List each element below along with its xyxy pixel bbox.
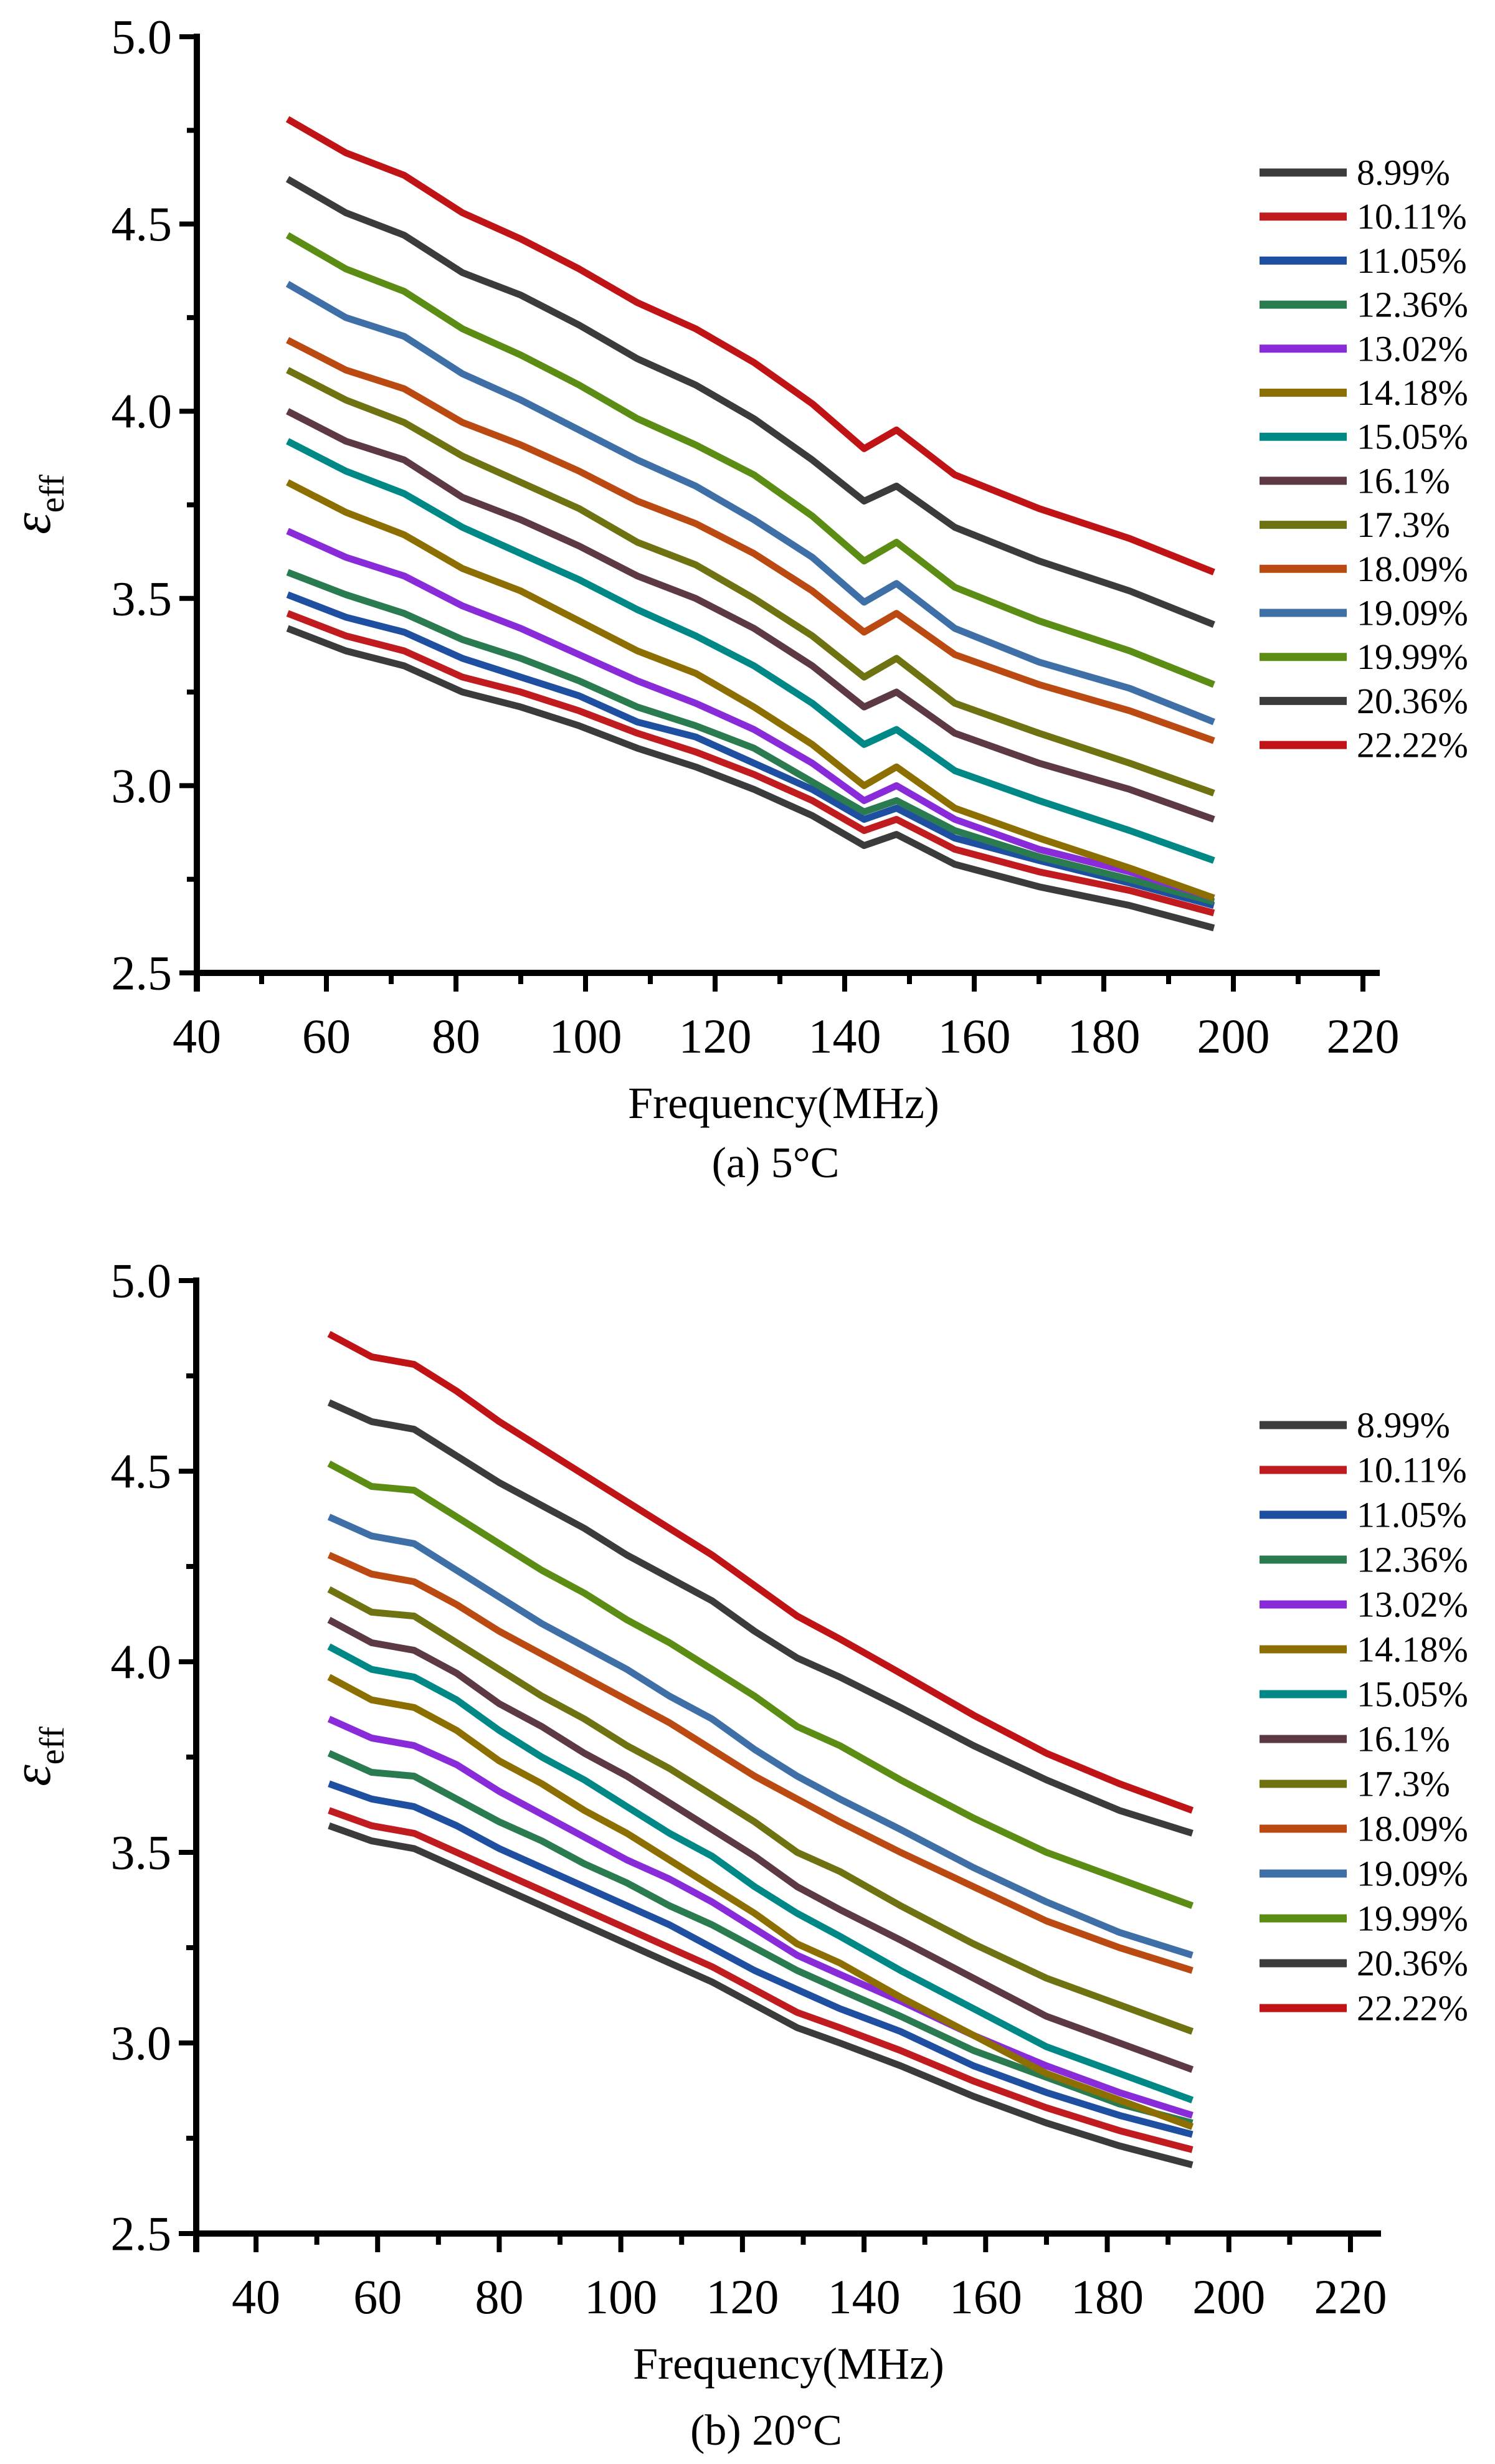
y-tick-label: 3.0	[111, 2016, 172, 2070]
x-tick-label: 140	[809, 1009, 881, 1063]
x-tick-label: 60	[353, 2270, 402, 2324]
x-tick-label: 180	[1071, 2270, 1144, 2324]
y-tick-label: 2.5	[112, 946, 173, 1000]
series-line-15.05%	[327, 1643, 1194, 2103]
legend-label-10.11%: 10.11%	[1357, 1450, 1467, 1490]
y-tick-label: 4.5	[111, 1444, 172, 1499]
y-tick-label: 2.5	[111, 2207, 172, 2261]
caption-b: (b) 20°C	[690, 2407, 842, 2455]
series-line-20.36%	[327, 1399, 1194, 1837]
legend-label-13.02%: 13.02%	[1357, 1585, 1468, 1625]
legend-label-19.99%: 19.99%	[1357, 1898, 1468, 1939]
legend-label-11.05%: 11.05%	[1357, 1495, 1467, 1535]
series-line-11.05%	[328, 1780, 1194, 2138]
legend-label-20.36%: 20.36%	[1357, 1943, 1468, 1984]
x-tick-label: 100	[584, 2270, 657, 2324]
series-line-12.36%	[286, 569, 1215, 906]
series-line-8.99%	[286, 625, 1215, 932]
y-axis-title-b: εeff	[2, 1727, 72, 1786]
series-line-22.22%	[327, 1330, 1194, 1814]
legend-label-10.11%: 10.11%	[1357, 196, 1467, 237]
series-line-19.99%	[285, 232, 1215, 688]
series-line-19.09%	[327, 1514, 1194, 1959]
legend-label-18.09%: 18.09%	[1357, 1809, 1468, 1849]
legend-label-14.18%: 14.18%	[1357, 1629, 1468, 1670]
legend-label-12.36%: 12.36%	[1357, 285, 1468, 325]
series-line-18.09%	[286, 337, 1215, 744]
series-line-17.3%	[327, 1586, 1194, 2035]
series-line-20.36%	[285, 176, 1215, 628]
legend-label-8.99%: 8.99%	[1357, 153, 1450, 193]
caption-a: (a) 5°C	[712, 1139, 840, 1187]
series-line-19.99%	[327, 1460, 1194, 1909]
x-axis-title-b: Frequency(MHz)	[633, 2339, 944, 2389]
chart-a-plot: 5.0 4.5 4.0 3.5 3.0 2.540 60 80 100 120 140 160 180 2…	[112, 10, 1468, 1064]
legend-label-19.09%: 19.09%	[1357, 593, 1468, 633]
series-line-10.11%	[286, 610, 1215, 917]
series-line-14.18%	[327, 1674, 1194, 2130]
y-tick-label: 4.5	[112, 197, 173, 251]
series-line-18.09%	[327, 1552, 1194, 1974]
legend-label-19.99%: 19.99%	[1357, 637, 1468, 677]
x-tick-label: 200	[1192, 2270, 1265, 2324]
y-tick-label: 5.0	[112, 10, 173, 64]
x-tick-label: 120	[679, 1009, 752, 1063]
series-line-19.09%	[285, 281, 1215, 726]
x-tick-label: 160	[949, 2270, 1022, 2324]
series-line-17.3%	[286, 367, 1215, 797]
x-tick-label: 120	[706, 2270, 779, 2324]
series-line-16.1%	[286, 408, 1215, 823]
legend-label-15.05%: 15.05%	[1357, 417, 1468, 457]
series-line-8.99%	[328, 1822, 1194, 2169]
y-tick-label: 3.5	[112, 571, 173, 625]
x-axis-title-a: Frequency(MHz)	[628, 1078, 939, 1128]
legend-label-15.05%: 15.05%	[1357, 1674, 1468, 1715]
legend-label-16.1%: 16.1%	[1357, 1719, 1450, 1760]
series-line-13.02%	[286, 528, 1215, 902]
y-tick-label: 4.0	[112, 384, 173, 438]
y-tick-label: 5.0	[111, 1254, 172, 1308]
x-tick-label: 220	[1327, 1009, 1400, 1063]
series-line-16.1%	[327, 1616, 1194, 2073]
x-tick-label: 140	[828, 2270, 901, 2324]
legend-label-14.18%: 14.18%	[1357, 372, 1468, 413]
series-line-10.11%	[328, 1807, 1194, 2153]
series-line-14.18%	[286, 479, 1215, 901]
y-tick-label: 3.5	[111, 1826, 172, 1880]
x-tick-label: 40	[232, 2270, 280, 2324]
x-tick-label: 160	[938, 1009, 1011, 1063]
x-tick-label: 180	[1068, 1009, 1141, 1063]
legend-label-11.05%: 11.05%	[1357, 240, 1467, 281]
legend-label-18.09%: 18.09%	[1357, 549, 1468, 589]
legend-label-8.99%: 8.99%	[1357, 1405, 1450, 1446]
legend-label-12.36%: 12.36%	[1357, 1540, 1468, 1580]
x-tick-label: 200	[1197, 1009, 1270, 1063]
legend-label-13.02%: 13.02%	[1357, 328, 1468, 369]
y-tick-label: 3.0	[112, 759, 173, 813]
x-tick-label: 220	[1314, 2270, 1387, 2324]
legend-label-22.22%: 22.22%	[1357, 1988, 1468, 2029]
y-axis-title-a: εeff	[2, 475, 72, 534]
series-line-12.36%	[327, 1750, 1194, 2126]
x-tick-label: 80	[432, 1009, 480, 1063]
series-line-11.05%	[286, 591, 1215, 909]
legend-label-20.36%: 20.36%	[1357, 681, 1468, 721]
x-tick-label: 80	[475, 2270, 523, 2324]
legend-label-22.22%: 22.22%	[1357, 725, 1468, 765]
x-tick-label: 40	[173, 1009, 221, 1063]
legend-label-16.1%: 16.1%	[1357, 460, 1450, 501]
legend-label-17.3%: 17.3%	[1357, 1764, 1450, 1804]
legend-label-19.09%: 19.09%	[1357, 1854, 1468, 1894]
x-tick-label: 100	[549, 1009, 622, 1063]
series-line-22.22%	[285, 116, 1215, 576]
series-line-15.05%	[286, 438, 1215, 864]
x-tick-label: 60	[302, 1009, 351, 1063]
y-tick-label: 4.0	[111, 1635, 172, 1689]
legend-label-17.3%: 17.3%	[1357, 505, 1450, 545]
chart-b-plot: 5.0 4.5 4.0 3.5 3.0 2.5 40 60 80 100 120 140 160 180 2…	[111, 1254, 1468, 2324]
